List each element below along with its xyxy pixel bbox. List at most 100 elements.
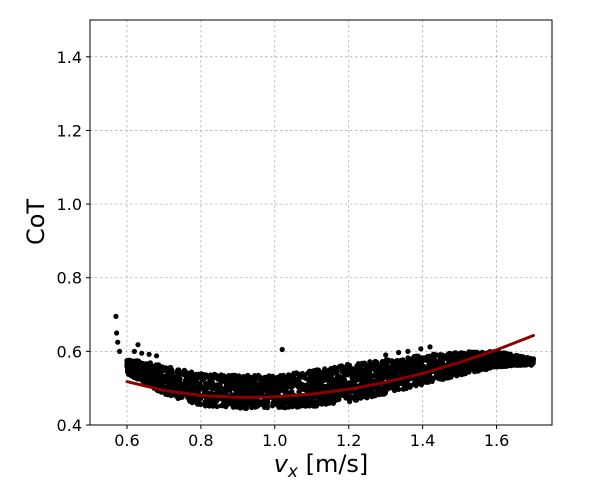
scatter-point: [115, 339, 121, 345]
scatter-point: [391, 368, 397, 374]
scatter-point: [441, 356, 447, 362]
scatter-point: [175, 367, 181, 373]
scatter-point: [376, 370, 382, 376]
scatter-point: [218, 403, 224, 409]
scatter-point: [204, 397, 210, 403]
scatter-point: [397, 358, 403, 364]
x-tick-label: 1.2: [336, 431, 361, 450]
scatter-point: [498, 362, 504, 368]
scatter-point: [117, 348, 123, 354]
scatter-point: [279, 346, 285, 353]
scatter-point: [242, 377, 248, 383]
x-tick-label: 1.0: [262, 431, 287, 450]
scatter-point: [345, 366, 351, 372]
scatter-point: [353, 391, 359, 397]
scatter-point: [136, 358, 142, 364]
scatter-point: [366, 369, 372, 375]
scatter-point: [507, 360, 513, 366]
scatter-point: [520, 356, 526, 362]
scatter-point: [288, 374, 294, 380]
scatter-point: [381, 391, 387, 397]
scatter-point: [162, 377, 168, 384]
scatter-point: [243, 390, 249, 396]
scatter-point: [291, 380, 297, 386]
scatter-point: [153, 353, 160, 359]
scatter-point: [465, 367, 471, 373]
scatter-point: [199, 384, 205, 390]
scatter-point: [415, 379, 421, 385]
scatter-point: [306, 403, 312, 409]
scatter-point: [315, 367, 322, 373]
scatter-point: [219, 387, 225, 393]
scatter-point: [158, 374, 164, 380]
scatter-point: [322, 366, 328, 372]
scatter-point: [227, 387, 233, 393]
scatter-point: [354, 369, 360, 375]
scatter-point: [400, 369, 406, 375]
scatter-point: [336, 396, 342, 402]
scatter-point: [367, 360, 373, 366]
scatter-point: [354, 396, 360, 402]
scatter-point: [231, 381, 237, 388]
scatter-point: [369, 366, 376, 372]
scatter-point: [419, 376, 425, 382]
scatter-point: [441, 368, 447, 374]
scatter-point: [385, 364, 391, 371]
scatter-point: [329, 370, 336, 376]
scatter-point: [405, 382, 411, 388]
fit-curve: [125, 334, 535, 399]
x-tick-label: 1.6: [484, 431, 509, 450]
scatter-point: [396, 349, 402, 356]
scatter-point: [407, 362, 413, 368]
scatter-point: [402, 378, 408, 384]
scatter-point: [203, 374, 210, 380]
scatter-point: [300, 403, 306, 409]
scatter-point: [245, 386, 251, 392]
scatter-point: [206, 403, 212, 409]
scatter-point: [261, 398, 267, 404]
scatter-point: [383, 352, 389, 358]
scatter-point: [418, 346, 424, 352]
scatter-point: [408, 356, 414, 362]
scatter-point: [388, 372, 394, 378]
scatter-point: [363, 393, 370, 399]
scatter-series: [113, 313, 537, 411]
scatter-point: [512, 362, 519, 368]
scatter-point: [293, 370, 299, 376]
scatter-point: [168, 374, 174, 380]
scatter-point: [211, 371, 218, 377]
y-tick-label: 0.4: [57, 416, 82, 435]
scatter-point: [238, 388, 244, 394]
scatter-point: [198, 371, 204, 377]
scatter-point: [237, 403, 243, 409]
scatter-point: [493, 357, 499, 363]
scatter-point: [406, 370, 412, 376]
scatter-point: [467, 362, 473, 369]
scatter-point: [139, 350, 145, 356]
scatter-point: [135, 342, 141, 348]
scatter-point: [374, 386, 380, 392]
scatter-point: [400, 386, 406, 392]
scatter-point: [315, 378, 321, 384]
scatter-point: [251, 390, 257, 396]
scatter-point: [456, 351, 462, 357]
scatter-point: [512, 353, 519, 359]
y-axis-title: CoT: [22, 199, 50, 245]
scatter-point: [193, 371, 199, 377]
scatter-point: [215, 376, 221, 382]
scatter-point: [348, 394, 354, 400]
scatter-point: [267, 374, 274, 380]
scatter-point: [218, 372, 224, 378]
scatter-point: [324, 385, 330, 391]
scatter-point: [114, 330, 120, 336]
scatter-point: [138, 365, 144, 371]
x-tick-label: 0.8: [188, 431, 213, 450]
scatter-point: [295, 396, 301, 402]
scatter-point: [427, 344, 433, 350]
scatter-point: [253, 381, 259, 387]
scatter-point: [376, 375, 382, 381]
scatter-point: [226, 401, 232, 407]
scatter-point: [478, 365, 485, 371]
scatter-point: [220, 378, 226, 384]
scatter-point: [246, 374, 253, 380]
